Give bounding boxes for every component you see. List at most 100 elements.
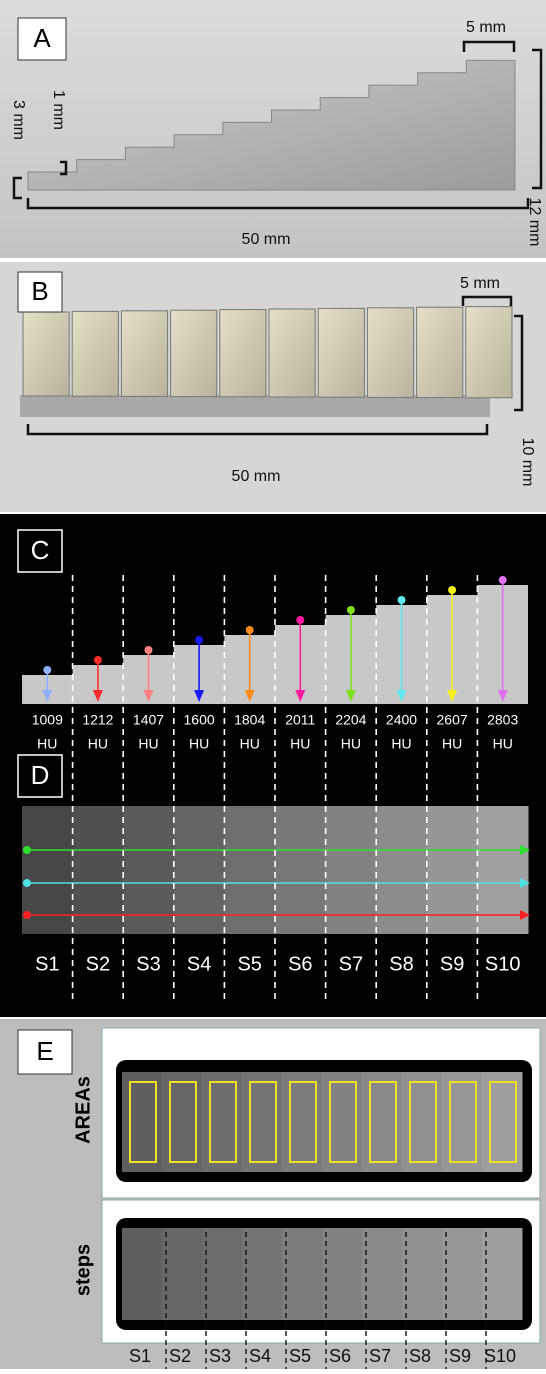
step-label: S10 <box>485 953 521 975</box>
bracket <box>26 424 489 436</box>
dimension: 5 mm <box>460 275 500 292</box>
step-label: S8 <box>409 1346 431 1366</box>
step-region <box>477 806 529 934</box>
roi-box <box>449 1081 477 1163</box>
step-region <box>442 1228 483 1320</box>
roi-box <box>369 1081 397 1163</box>
dimension: 12 mm <box>526 198 543 247</box>
bracket <box>60 160 68 176</box>
measure-start <box>346 606 355 614</box>
label-box <box>17 1029 73 1075</box>
measure-start <box>144 646 153 654</box>
step-region <box>282 1228 323 1320</box>
step-label: S2 <box>169 1346 191 1366</box>
step-label: S1 <box>129 1346 151 1366</box>
step-region <box>123 806 175 934</box>
panel-label: E <box>36 1036 53 1066</box>
measure-head <box>92 690 103 702</box>
bracket <box>461 295 513 306</box>
measure-head <box>194 690 205 702</box>
hu-unit: HU <box>493 736 513 752</box>
hu-value: 2607 <box>437 712 468 728</box>
step-face <box>22 311 70 397</box>
hu-value: 2204 <box>335 712 366 728</box>
step-label: S5 <box>289 1346 311 1366</box>
panel-label: B <box>31 276 48 306</box>
hu-value: 1009 <box>32 712 63 728</box>
roi-box <box>129 1081 157 1163</box>
measure-start <box>245 626 254 634</box>
roi-box <box>409 1081 437 1163</box>
step-region <box>22 806 74 934</box>
bracket <box>532 48 543 190</box>
step-label: S9 <box>449 1346 471 1366</box>
step-region <box>224 806 276 934</box>
measure-start <box>448 586 457 594</box>
measure-head <box>42 690 53 702</box>
step-face <box>317 307 365 398</box>
step-face <box>366 307 415 398</box>
step-label: S1 <box>35 953 59 975</box>
hu-unit: HU <box>391 736 411 752</box>
hu-unit: HU <box>88 736 108 752</box>
step-label: S4 <box>249 1346 271 1366</box>
step-label: S5 <box>237 953 261 975</box>
measure-head <box>345 690 356 702</box>
wedge-top-view <box>22 306 513 399</box>
hu-value: 1804 <box>234 712 265 728</box>
roi-box <box>489 1081 517 1163</box>
hu-value: 1212 <box>82 712 113 728</box>
panel-label: C <box>31 535 50 565</box>
measure-start <box>397 596 406 604</box>
hu-unit: HU <box>138 736 158 752</box>
hu-value: 1407 <box>133 712 164 728</box>
roi-box <box>169 1081 197 1163</box>
ct-overlays: 1009 HU 1212 HU 1407 HU 1600 HU 1804 HU 2011 HU 2204… <box>23 575 530 1002</box>
step-face <box>71 310 119 397</box>
measure-head <box>244 690 255 702</box>
step-label: S4 <box>187 953 211 975</box>
step-region <box>72 806 124 934</box>
step-label: S2 <box>86 953 110 975</box>
bracket <box>12 176 22 200</box>
step-face <box>465 306 513 399</box>
step-region <box>482 1228 523 1320</box>
wedge-side-view <box>27 59 516 191</box>
step-label: S7 <box>369 1346 391 1366</box>
step-region <box>322 1228 363 1320</box>
dimension: 50 mm <box>242 231 291 248</box>
panel-label: D <box>31 760 50 790</box>
step-region <box>362 1228 403 1320</box>
step-label: S3 <box>209 1346 231 1366</box>
step-face <box>120 310 169 397</box>
step-label: S7 <box>339 953 363 975</box>
step-region <box>275 806 327 934</box>
step-region <box>376 806 428 934</box>
step-region <box>325 806 377 934</box>
measure-head <box>497 690 508 702</box>
wedge-edge <box>20 395 490 417</box>
measure-head <box>396 690 407 702</box>
step-label: S8 <box>389 953 413 975</box>
measure-start <box>498 576 507 584</box>
dimension: 10 mm <box>519 438 536 487</box>
step-face <box>219 309 267 398</box>
dimension: 5 mm <box>466 19 506 36</box>
profile-start <box>23 879 31 887</box>
step-label: S9 <box>440 953 464 975</box>
label-box <box>17 529 63 573</box>
step-label: S6 <box>329 1346 351 1366</box>
step-region <box>426 806 478 934</box>
label-box <box>17 17 67 61</box>
window-label: steps <box>72 1244 94 1296</box>
measure-start <box>195 636 204 644</box>
measure-head <box>447 690 458 702</box>
step-region <box>162 1228 203 1320</box>
dimension: 1 mm <box>50 90 67 130</box>
hu-value: 2803 <box>487 712 518 728</box>
step-label: S10 <box>484 1346 516 1366</box>
step-region <box>122 1228 163 1320</box>
label-box <box>17 754 63 798</box>
window-label: AREAs <box>72 1076 94 1144</box>
measure-head <box>143 690 154 702</box>
